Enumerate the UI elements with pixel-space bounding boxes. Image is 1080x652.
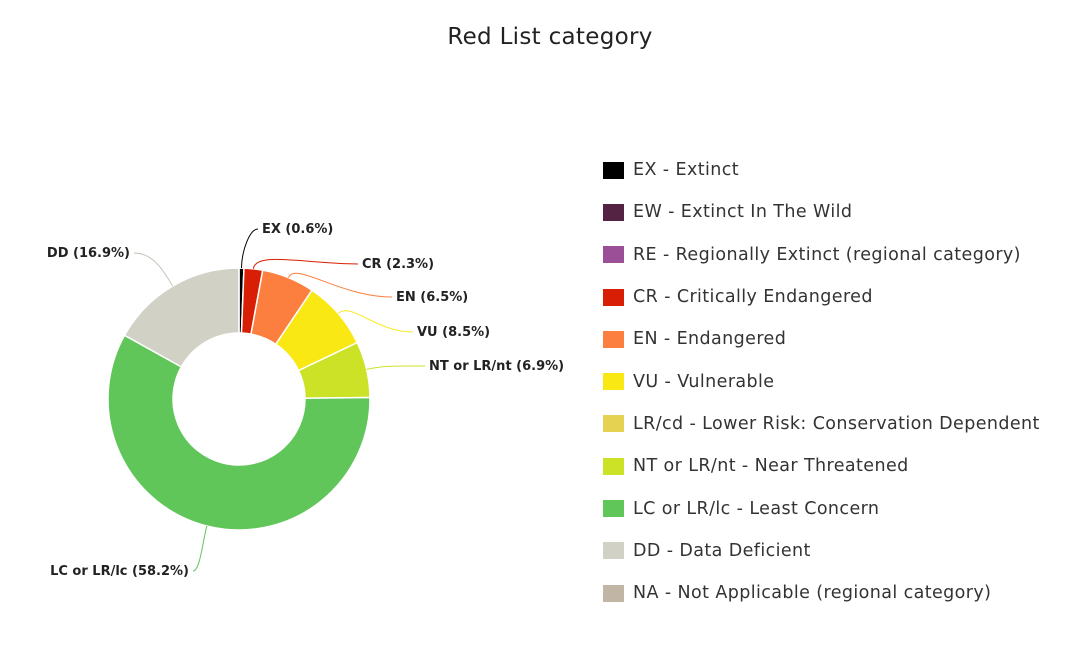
legend-item[interactable]: NT or LR/nt - Near Threatened — [603, 445, 1040, 487]
legend-label: EN - Endangered — [633, 329, 787, 350]
legend-item[interactable]: LC or LR/lc - Least Concern — [603, 487, 1040, 529]
connector-ex — [240, 228, 259, 269]
legend-item[interactable]: LR/cd - Lower Risk: Conservation Depende… — [603, 403, 1040, 445]
legend-swatch — [603, 246, 624, 264]
legend-swatch — [603, 500, 624, 518]
legend-swatch — [603, 161, 624, 179]
connector-en — [287, 272, 393, 298]
legend-label: NA - Not Applicable (regional category) — [633, 583, 992, 604]
slice-label-cr: CR (2.3%) — [362, 257, 434, 272]
slice-label-dd: DD (16.9%) — [47, 246, 130, 261]
legend-item[interactable]: DD - Data Deficient — [603, 530, 1040, 572]
legend-swatch — [603, 203, 624, 221]
legend-swatch — [603, 288, 624, 306]
legend-label: RE - Regionally Extinct (regional catego… — [633, 244, 1021, 265]
legend-swatch — [603, 330, 624, 348]
legend-label: LR/cd - Lower Risk: Conservation Depende… — [633, 413, 1040, 434]
connector-nt-or-lr-nt — [366, 365, 426, 370]
legend-swatch — [603, 415, 624, 433]
legend-swatch — [603, 457, 624, 475]
legend-label: LC or LR/lc - Least Concern — [633, 498, 880, 519]
chart-title: Red List category — [447, 24, 653, 50]
legend-label: NT or LR/nt - Near Threatened — [633, 456, 909, 477]
slice-label-ex: EX (0.6%) — [262, 222, 333, 237]
legend-swatch — [603, 542, 624, 560]
legend-label: DD - Data Deficient — [633, 540, 811, 561]
legend-item[interactable]: EW - Extinct In The Wild — [603, 191, 1040, 233]
legend-item[interactable]: VU - Vulnerable — [603, 360, 1040, 402]
legend-item[interactable]: EN - Endangered — [603, 318, 1040, 360]
slice-dd[interactable] — [123, 267, 240, 368]
legend-swatch — [603, 373, 624, 391]
legend-label: CR - Critically Endangered — [633, 287, 873, 308]
slice-lc-or-lr-lc[interactable] — [107, 334, 371, 531]
legend-label: EW - Extinct In The Wild — [633, 202, 853, 223]
legend-item[interactable]: NA - Not Applicable (regional category) — [603, 572, 1040, 614]
legend-item[interactable]: CR - Critically Endangered — [603, 276, 1040, 318]
connector-dd — [133, 252, 174, 287]
slice-label-vu: VU (8.5%) — [417, 325, 490, 340]
legend-label: EX - Extinct — [633, 160, 739, 181]
legend-item[interactable]: EX - Extinct — [603, 149, 1040, 191]
chart-legend: EX - Extinct EW - Extinct In The Wild RE -… — [603, 149, 1040, 614]
connector-lc-or-lr-lc — [192, 525, 208, 572]
slice-label-nt-or-lr-nt: NT or LR/nt (6.9%) — [429, 359, 564, 374]
slice-label-lc-or-lr-lc: LC or LR/lc (58.2%) — [50, 564, 189, 579]
legend-label: VU - Vulnerable — [633, 371, 775, 392]
connector-vu — [337, 310, 414, 333]
legend-item[interactable]: RE - Regionally Extinct (regional catego… — [603, 234, 1040, 276]
connector-cr — [252, 258, 359, 269]
legend-swatch — [603, 584, 624, 602]
slice-label-en: EN (6.5%) — [396, 290, 468, 305]
